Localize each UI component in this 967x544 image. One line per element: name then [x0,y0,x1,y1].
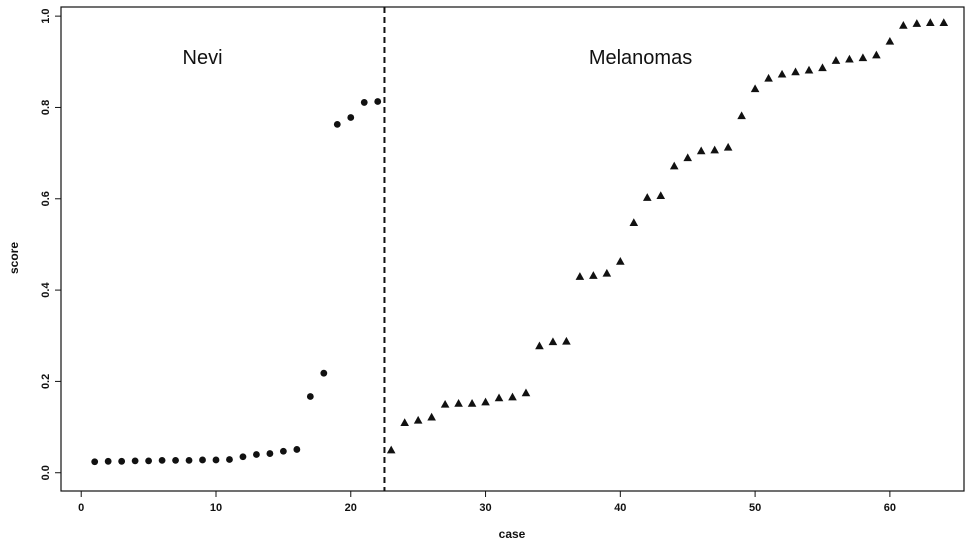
nevi-point [118,457,126,465]
melanoma-point [413,415,423,424]
nevi-point [91,458,99,466]
melanoma-point [508,392,517,401]
melanoma-point [521,388,531,397]
melanoma-point [427,412,436,421]
y-tick-label: 0.0 [40,465,52,480]
plot-frame [60,6,965,492]
melanoma-point [629,218,639,226]
melanoma-point [885,36,895,45]
x-tick-label: 50 [749,502,761,514]
y-tick-label: 0.2 [40,374,52,389]
melanoma-point [764,73,773,82]
melanoma-point [400,418,409,426]
nevi-point [185,457,193,464]
melanoma-point [575,272,585,280]
melanoma-point [791,67,800,76]
melanoma-point [589,271,598,279]
y-tick-label: 0.4 [40,282,52,298]
x-tick-label: 20 [345,502,357,514]
nevi-point [131,457,139,465]
nevi-point [333,120,341,128]
nevi-point [306,393,314,400]
y-tick-label: 0.8 [40,100,52,115]
y-tick-label: 1.0 [40,8,52,23]
points-layer [91,18,949,466]
nevi-point [172,457,179,464]
melanoma-point [602,268,612,277]
x-tick-label: 60 [884,502,896,514]
melanoma-point [845,54,854,63]
melanoma-point [723,142,733,151]
y-tick-label: 0.6 [40,191,52,206]
nevi-point [158,457,166,464]
group-labels-layer: Nevi Melanomas [183,47,693,69]
nevi-point [360,99,368,106]
group-label: Nevi [183,47,223,69]
nevi-point [374,98,382,105]
melanoma-point [737,111,746,120]
melanoma-point [440,399,450,408]
axis-layer: 0 10 20 30 40 50 60 0.0 0.2 0.4 0.6 0.8 1.0 [40,8,896,514]
nevi-point [239,453,247,461]
y-axis-title: score [7,242,21,274]
nevi-point [266,450,274,457]
melanoma-point [899,20,908,29]
melanoma-point [831,56,841,64]
nevi-point [199,456,206,464]
melanoma-point [804,65,814,74]
nevi-point [145,457,153,465]
melanoma-point [926,18,935,26]
x-axis-title: case [499,527,526,541]
melanoma-point [535,341,544,350]
nevi-point [320,369,328,377]
x-tick-label: 0 [78,502,84,514]
melanoma-point [939,18,949,26]
nevi-point [104,457,112,465]
melanoma-point [710,145,719,154]
x-tick-label: 10 [210,502,222,514]
melanoma-point [454,399,463,407]
melanoma-point [656,191,666,200]
nevi-point [293,446,301,453]
melanoma-point [818,63,827,72]
nevi-point [253,451,260,458]
melanoma-point [777,69,787,78]
melanoma-point [481,397,490,406]
melanoma-point [750,84,760,93]
nevi-point [212,456,220,464]
melanoma-point [642,193,652,201]
melanoma-point [562,336,571,345]
melanoma-point [872,50,881,59]
nevi-point [279,447,287,455]
x-tick-label: 30 [479,502,491,514]
x-tick-label: 40 [614,502,626,514]
melanoma-point [683,153,693,162]
group-label: Melanomas [589,47,692,69]
melanoma-point [467,399,477,407]
melanoma-point [669,161,679,170]
melanoma-point [386,445,396,454]
melanoma-point [912,19,922,27]
melanoma-point [548,337,558,346]
melanoma-point [696,146,706,155]
melanoma-point [616,257,625,265]
melanoma-point [858,53,868,62]
melanoma-point [494,393,504,402]
nevi-point [347,114,355,121]
nevi-point [226,456,233,463]
